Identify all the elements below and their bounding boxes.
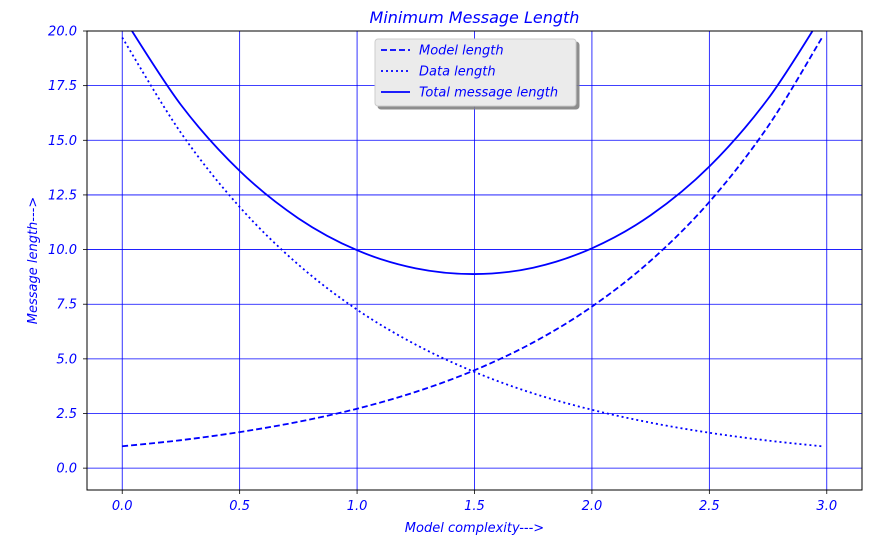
x-axis-label: Model complexity---> (405, 521, 544, 536)
x-tick-label: 3.0 (816, 499, 837, 514)
y-tick-label: 17.5 (48, 79, 77, 94)
legend-box (374, 38, 577, 107)
x-tick-label: 0.5 (229, 499, 250, 514)
y-tick-label: 20.0 (48, 25, 77, 40)
series-line-model-length (122, 37, 823, 448)
x-tick-label: 1.5 (464, 499, 485, 514)
legend-label: Total message length (419, 86, 558, 101)
y-tick-label: 7.5 (56, 298, 77, 313)
y-tick-label: 10.0 (48, 243, 77, 258)
chart-title: Minimum Message Length (370, 8, 580, 27)
y-tick-label: 2.5 (56, 407, 77, 422)
legend: Model length Data length Total message len… (374, 38, 577, 107)
y-tick-label: 0.0 (56, 462, 77, 477)
grid (87, 30, 862, 490)
legend-label: Data length (419, 65, 496, 80)
y-tick-label: 12.5 (48, 188, 77, 203)
x-tick-label: 2.0 (582, 499, 603, 514)
series-line-data-length (121, 37, 823, 448)
x-tick-label: 0.0 (112, 499, 133, 514)
x-tick-label: 2.5 (699, 499, 720, 514)
y-axis: 0.0 2.5 5.0 7.5 10.0 12.5 15.0 17.5 20.0 (48, 25, 87, 477)
y-tick-label: 15.0 (48, 134, 77, 149)
series-layer (121, 31, 823, 448)
legend-label: Model length (419, 44, 504, 59)
series-line-total-message-length (130, 31, 814, 275)
y-tick-label: 5.0 (56, 352, 77, 367)
x-axis: 0.0 0.5 1.0 1.5 2.0 2.5 3.0 (112, 490, 837, 514)
x-tick-label: 1.0 (347, 499, 368, 514)
y-axis-label: Message length---> (26, 197, 41, 325)
